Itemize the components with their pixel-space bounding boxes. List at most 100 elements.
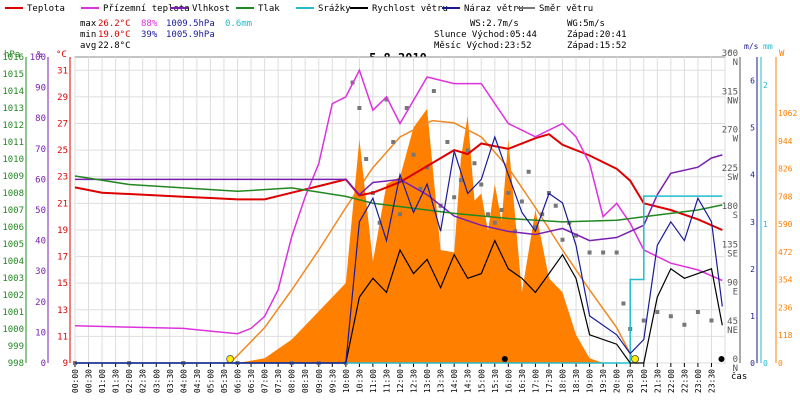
x-tick-label: 17:30 — [545, 369, 554, 393]
wind-speed-tick: 2 — [750, 265, 755, 274]
x-tick-label: 17:00 — [531, 369, 540, 393]
stat-min-press: 1005.9hPa — [166, 30, 215, 40]
unit-humidity: % — [37, 50, 43, 60]
wind-direction-point — [587, 250, 592, 255]
wind-direction-point — [458, 178, 463, 183]
wind-direction-point — [377, 220, 382, 225]
solar-tick: 590 — [778, 220, 793, 229]
info-sunset: Západ:20:41 — [567, 30, 627, 40]
unit-wind-speed: m/s — [744, 42, 759, 51]
wind-direction-point — [431, 89, 436, 93]
x-tick-label: 09:00 — [315, 369, 324, 393]
pressure-axis-tick: 1014 — [2, 87, 24, 97]
x-tick-label: 11:30 — [382, 369, 391, 393]
sunset-marker — [631, 355, 639, 363]
x-tick-label: 07:30 — [274, 369, 283, 393]
wind-direction-point — [472, 161, 477, 166]
wind-direction-point — [384, 97, 389, 102]
solar-tick: 1062 — [778, 109, 797, 118]
legend-label: Náraz větru — [464, 4, 524, 14]
x-tick-label: 06:30 — [247, 369, 256, 393]
wind-direction-point — [465, 148, 470, 153]
wind-direction-point — [452, 195, 457, 200]
legend-label: Rychlost větru — [372, 4, 448, 14]
pressure-axis-tick: 1016 — [2, 53, 24, 63]
moonset-marker — [501, 356, 508, 362]
wind-speed-tick: 3 — [750, 218, 755, 227]
solar-tick: 472 — [778, 248, 793, 257]
solar-tick: 236 — [778, 303, 793, 312]
wind-direction-tick-label: W — [733, 135, 739, 145]
x-tick-label: 12:30 — [410, 369, 419, 393]
solar-tick: 708 — [778, 192, 793, 201]
humidity-axis-tick: 90 — [35, 84, 46, 94]
pressure-axis-tick: 1008 — [2, 189, 24, 199]
wind-direction-tick-label: NE — [727, 326, 738, 336]
x-tick-label: 22:00 — [667, 369, 676, 393]
solar-tick: 826 — [778, 165, 793, 174]
wind-direction-point — [506, 191, 511, 195]
wind-direction-point — [668, 314, 673, 319]
wind-direction-tick: 270 — [722, 126, 738, 136]
solar-tick: 0 — [778, 359, 783, 368]
pressure-axis-tick: 1006 — [2, 223, 24, 233]
wind-direction-tick: 90 — [727, 279, 738, 289]
wind-direction-point — [601, 250, 606, 255]
wind-direction-point — [445, 140, 450, 144]
x-tick-label: 06:00 — [234, 369, 243, 393]
x-tick-label: 15:00 — [477, 369, 486, 393]
info-ws: WS:2.7m/s — [470, 19, 519, 29]
x-tick-label: 03:00 — [152, 369, 161, 393]
x-tick-label: 18:30 — [572, 369, 581, 393]
wind-speed-line — [75, 239, 723, 364]
wind-speed-tick: 1 — [750, 312, 755, 321]
wind-direction-point — [486, 212, 491, 217]
x-tick-label: 13:00 — [423, 369, 432, 393]
pressure-axis-tick: 1004 — [2, 257, 24, 267]
wind-direction-point — [641, 318, 646, 323]
x-tick-label: 10:30 — [355, 369, 364, 393]
wind-direction-tick: 180 — [722, 202, 738, 212]
x-tick-label: 01:00 — [98, 369, 107, 393]
temperature-line — [74, 133, 723, 231]
temperature-axis-tick: 21 — [57, 199, 68, 209]
wind-direction-point — [418, 186, 423, 191]
x-tick-label: 02:00 — [125, 369, 134, 393]
temperature-axis-tick: 31 — [57, 66, 68, 76]
legend: Teplota Přízemní teplota Vlhkost Tlak Srážky… — [5, 4, 593, 14]
wind-direction-point — [513, 229, 518, 234]
wind-gust-line — [75, 135, 723, 364]
stat-max-label: max — [80, 19, 97, 29]
x-tick-label: 20:30 — [626, 369, 635, 393]
rain-tick: 1 — [763, 220, 768, 229]
x-tick-label: 02:30 — [139, 369, 148, 393]
stat-avg-label: avg — [80, 41, 96, 51]
solar-tick: 354 — [778, 276, 793, 285]
stat-avg-temp: 22.8°C — [98, 41, 131, 51]
x-tick-label: 16:30 — [518, 369, 527, 393]
x-tick-label: 16:00 — [504, 369, 513, 393]
sun-path-curve — [229, 119, 636, 364]
wind-direction-point — [519, 199, 524, 204]
temperature-axis-tick: 29 — [57, 93, 68, 103]
wind-direction-point — [479, 182, 484, 187]
solar-radiation-area — [75, 108, 725, 363]
info-sun: Slunce Východ:05:44 — [434, 30, 537, 40]
stat-max-rain: 0.6mm — [225, 19, 252, 29]
stat-min-hum: 39% — [141, 30, 158, 40]
humidity-axis-tick: 70 — [35, 145, 46, 155]
temperature-axis-tick: 15 — [57, 279, 68, 289]
wind-direction-tick: 0 — [733, 355, 738, 365]
rain-tick: 0 — [763, 359, 768, 368]
wind-speed-tick: 0 — [750, 359, 755, 368]
stats-block: max 26.2°C 88% 1009.5hPa 0.6mm min 19.0°… — [80, 19, 252, 51]
x-tick-label: 12:00 — [396, 369, 405, 393]
wind-direction-point — [425, 165, 430, 170]
wind-direction-tick-label: E — [733, 288, 738, 298]
wind-direction-point — [709, 318, 714, 323]
legend-label: Tlak — [258, 4, 280, 14]
pressure-axis-tick: 1015 — [2, 70, 24, 80]
humidity-line — [75, 154, 723, 242]
info-moonset: Západ:15:52 — [567, 41, 627, 51]
temperature-axis-tick: 17 — [57, 253, 68, 263]
